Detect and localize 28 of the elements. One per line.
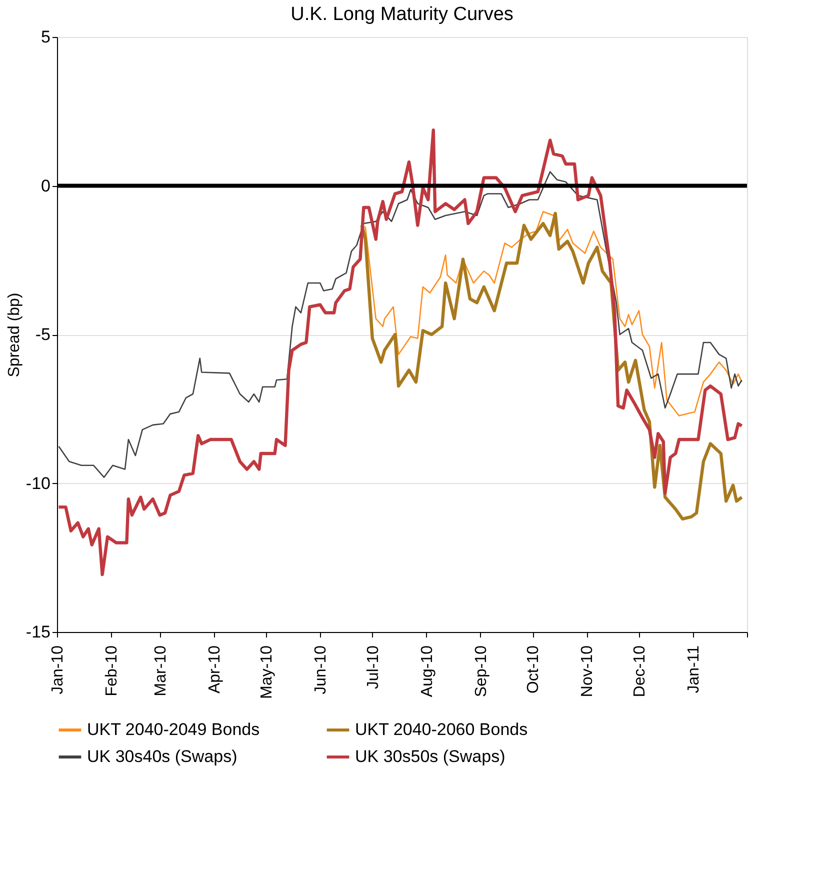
y-tick-label: -10 — [26, 474, 50, 493]
x-tick-label: May-10 — [258, 645, 276, 699]
x-tick-label: Jul-10 — [364, 645, 382, 690]
y-tick-label: -5 — [35, 325, 50, 344]
y-axis-title: Spread (bp) — [6, 292, 23, 378]
x-tick-label: Aug-10 — [418, 645, 436, 698]
line-series — [360, 212, 744, 521]
y-tick-label: -15 — [26, 622, 50, 642]
line-series — [58, 171, 742, 478]
x-tick-label: Nov-10 — [579, 645, 596, 698]
x-tick-label: Feb-10 — [104, 645, 121, 696]
line-series — [361, 210, 742, 416]
x-tick-label: Jun-10 — [312, 645, 330, 694]
x-tick-label: Dec-10 — [631, 645, 648, 698]
x-tick-label: Jan-10 — [50, 645, 66, 694]
line-series — [57, 128, 744, 576]
x-tick-label: Oct-10 — [525, 645, 542, 694]
x-tick-label: Mar-10 — [152, 645, 170, 696]
y-tick-label: 0 — [41, 176, 50, 196]
legend-label: UKT 2040-2049 Bonds — [87, 720, 260, 739]
x-tick-label: Jan-11 — [685, 645, 702, 694]
x-tick-label: Sep-10 — [472, 645, 490, 698]
y-tick-label: 5 — [41, 28, 50, 46]
legend-label: UK 30s50s (Swaps) — [355, 747, 506, 766]
legend-label: UK 30s40s (Swaps) — [87, 747, 238, 766]
x-tick-label: Apr-10 — [206, 645, 224, 694]
chart-title: U.K. Long Maturity Curves — [290, 4, 514, 25]
legend-label: UKT 2040-2060 Bonds — [355, 720, 528, 739]
